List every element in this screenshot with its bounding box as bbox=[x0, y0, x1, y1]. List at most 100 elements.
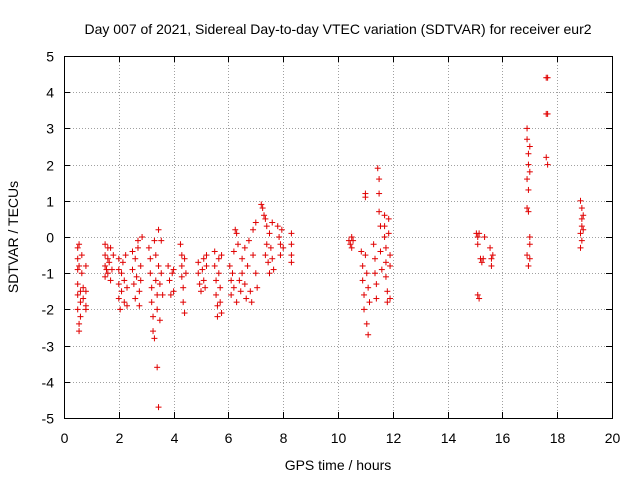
data-point bbox=[211, 248, 218, 255]
data-point bbox=[154, 291, 161, 298]
data-point bbox=[181, 310, 188, 317]
data-point bbox=[152, 277, 159, 284]
data-point bbox=[152, 252, 159, 259]
data-point bbox=[230, 284, 237, 291]
data-point bbox=[136, 288, 143, 295]
data-point bbox=[525, 262, 532, 269]
data-point bbox=[167, 291, 174, 298]
data-point bbox=[178, 262, 185, 269]
x-tick-label: 8 bbox=[280, 430, 288, 446]
data-point bbox=[151, 237, 158, 244]
y-tick-label: -2 bbox=[42, 302, 55, 318]
data-point bbox=[526, 241, 533, 248]
data-point bbox=[488, 262, 495, 269]
data-point bbox=[134, 237, 141, 244]
data-point bbox=[525, 208, 532, 215]
data-point bbox=[250, 252, 257, 259]
data-point bbox=[578, 237, 585, 244]
data-point bbox=[525, 150, 532, 157]
data-point bbox=[150, 328, 157, 335]
data-point bbox=[362, 194, 369, 201]
data-point bbox=[178, 273, 185, 280]
x-tick-label: 0 bbox=[61, 430, 69, 446]
x-tick-label: 20 bbox=[605, 430, 621, 446]
data-point bbox=[150, 313, 157, 320]
data-point bbox=[102, 241, 109, 248]
data-point bbox=[151, 335, 158, 342]
data-point bbox=[247, 288, 254, 295]
data-point bbox=[229, 270, 236, 277]
data-point bbox=[248, 299, 255, 306]
data-point bbox=[288, 241, 295, 248]
data-point bbox=[361, 291, 368, 298]
data-point bbox=[195, 270, 202, 277]
data-point bbox=[178, 252, 185, 259]
data-point bbox=[77, 288, 84, 295]
data-point bbox=[252, 270, 259, 277]
data-point bbox=[373, 281, 380, 288]
data-point bbox=[215, 270, 222, 277]
data-point bbox=[166, 277, 173, 284]
data-point bbox=[139, 234, 146, 240]
data-point bbox=[385, 215, 392, 222]
data-point bbox=[384, 288, 391, 295]
data-point bbox=[241, 281, 248, 288]
data-point bbox=[524, 136, 531, 143]
data-point bbox=[165, 262, 172, 269]
data-point bbox=[526, 143, 533, 150]
data-point bbox=[74, 306, 81, 313]
data-point bbox=[578, 215, 585, 222]
data-point bbox=[170, 266, 177, 273]
data-point bbox=[76, 241, 83, 248]
data-point bbox=[277, 241, 284, 248]
data-point bbox=[365, 284, 372, 291]
data-point bbox=[196, 281, 203, 288]
data-point bbox=[154, 364, 161, 371]
data-point bbox=[476, 295, 483, 302]
data-point bbox=[258, 201, 265, 208]
data-point bbox=[145, 244, 152, 251]
data-point bbox=[198, 288, 204, 295]
data-point bbox=[124, 284, 131, 291]
data-point bbox=[214, 313, 221, 320]
data-point bbox=[213, 291, 220, 298]
data-point bbox=[266, 270, 273, 277]
data-point bbox=[124, 302, 131, 309]
data-point bbox=[110, 252, 117, 259]
y-tick-label: 2 bbox=[46, 158, 54, 174]
data-point bbox=[578, 205, 585, 212]
data-point bbox=[180, 284, 187, 291]
data-point bbox=[199, 266, 206, 273]
data-point bbox=[156, 281, 163, 288]
data-point bbox=[278, 226, 285, 233]
data-point bbox=[277, 252, 284, 259]
data-point bbox=[137, 277, 144, 284]
data-point bbox=[104, 270, 111, 277]
data-point bbox=[129, 266, 136, 273]
data-point bbox=[243, 295, 250, 302]
data-point bbox=[74, 266, 81, 273]
x-tick-label: 18 bbox=[550, 430, 566, 446]
data-point bbox=[544, 110, 551, 117]
data-point bbox=[382, 259, 389, 266]
data-point bbox=[524, 252, 531, 259]
data-point bbox=[76, 320, 83, 327]
data-point bbox=[377, 248, 384, 255]
data-point bbox=[365, 331, 372, 338]
data-point bbox=[76, 262, 83, 269]
data-point bbox=[122, 252, 129, 259]
data-point bbox=[274, 223, 281, 230]
data-point bbox=[526, 168, 533, 175]
data-point bbox=[148, 299, 155, 306]
data-point bbox=[82, 288, 89, 295]
data-point bbox=[373, 295, 380, 302]
data-point bbox=[195, 259, 202, 266]
data-point bbox=[217, 284, 224, 291]
data-point bbox=[155, 404, 162, 411]
data-point bbox=[580, 226, 587, 233]
grid-lines bbox=[64, 56, 612, 418]
data-point bbox=[269, 255, 276, 262]
data-point bbox=[107, 277, 114, 284]
y-tick-label: 0 bbox=[46, 230, 54, 246]
y-tick-label: 5 bbox=[46, 49, 54, 65]
